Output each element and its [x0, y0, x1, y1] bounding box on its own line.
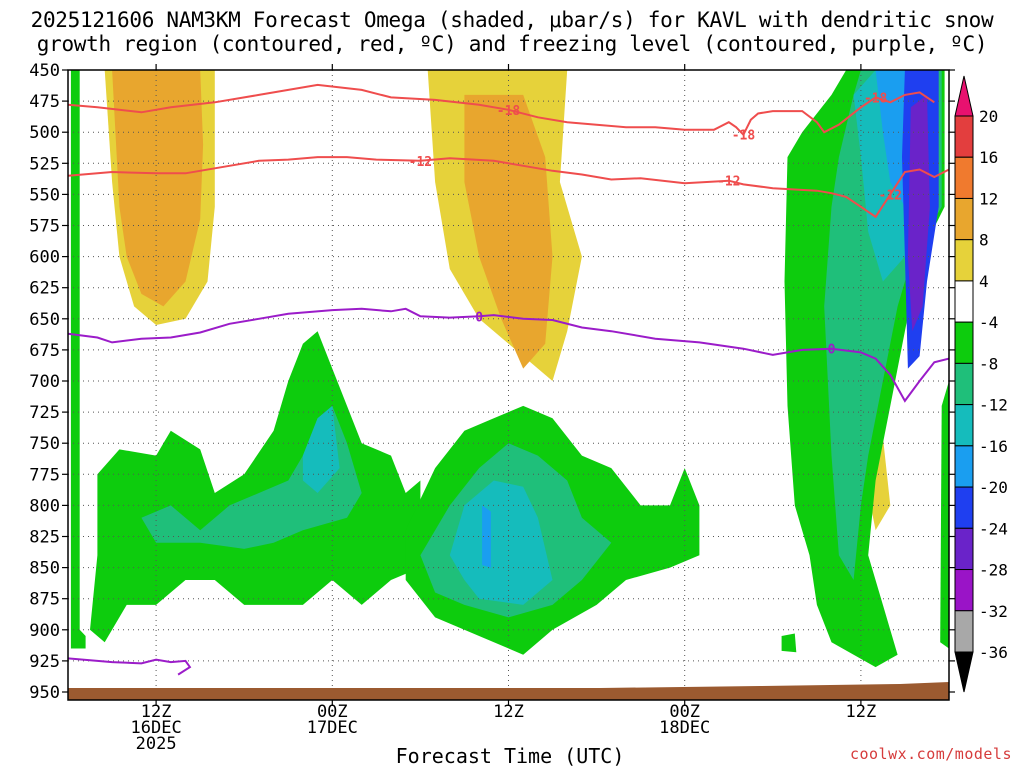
y-tick-label: 700	[29, 372, 60, 392]
colorbar-segment	[954, 156, 974, 199]
colorbar-label: -8	[979, 354, 998, 373]
freezing-level-contour	[68, 307, 949, 403]
y-tick-label: 550	[29, 185, 60, 205]
omega-region	[90, 331, 421, 643]
y-tick-label: 800	[29, 496, 60, 516]
omega-region	[449, 480, 553, 605]
dendritic-contour	[68, 83, 935, 137]
colorbar-label: -12	[979, 396, 1008, 415]
colorbar-segment	[954, 197, 974, 241]
colorbar-label: 4	[979, 272, 989, 291]
x-tick-label: 12Z	[493, 702, 524, 722]
dendritic-contour-label: -12	[409, 155, 432, 170]
colorbar-label: 16	[979, 148, 998, 167]
y-tick-label: 750	[29, 434, 60, 454]
y-tick-label: 950	[29, 683, 60, 703]
x-tick-label: 12Z	[140, 702, 172, 722]
colorbar-label: -20	[979, 478, 1008, 497]
y-tick-label: 900	[29, 621, 60, 641]
omega-region	[940, 381, 949, 649]
x-axis-title: Forecast Time (UTC)	[395, 744, 625, 768]
freezing-level-contour-label: 0	[828, 343, 836, 358]
site-credit: coolwx.com/models	[849, 745, 1012, 763]
colorbar-segment	[954, 321, 974, 364]
omega-region	[85, 76, 120, 369]
dendritic-contour-label: -12	[879, 188, 902, 203]
x-tick-label: 17DEC	[306, 718, 358, 738]
x-tick-label: 00Z	[316, 702, 348, 722]
colorbar-segment	[954, 610, 974, 653]
x-tick-label: 18DEC	[659, 718, 711, 738]
dendritic-contour-label: -12	[717, 175, 740, 190]
colorbar-label: -24	[979, 519, 1008, 538]
colorbar-segment	[954, 115, 974, 158]
y-tick-label: 625	[29, 279, 60, 299]
omega-region	[70, 70, 86, 649]
y-tick-label: 650	[29, 310, 60, 330]
y-tick-label: 675	[29, 341, 60, 361]
y-tick-label: 600	[29, 248, 60, 268]
omega-region	[112, 70, 204, 307]
terrain-strip	[68, 682, 949, 700]
colorbar-label: -28	[979, 561, 1008, 580]
omega-region	[302, 405, 340, 493]
colorbar-label: -4	[979, 313, 998, 332]
colorbar-segment	[954, 445, 974, 488]
y-tick-label: 825	[29, 528, 60, 548]
omega-region	[141, 405, 362, 549]
y-tick-label: 775	[29, 465, 60, 485]
colorbar-segment	[954, 404, 974, 447]
x-tick-label: 12Z	[845, 702, 877, 722]
y-tick-label: 725	[29, 403, 60, 423]
omega-region	[229, 70, 303, 201]
colorbar-segment	[954, 569, 974, 612]
y-tick-label: 925	[29, 652, 60, 672]
freezing-level-contour	[68, 657, 192, 676]
freezing-level-contour-label: 0	[475, 310, 483, 325]
omega-region	[464, 94, 553, 369]
x-tick-label: 16DEC	[130, 718, 182, 738]
x-tick-label: 2025	[135, 734, 177, 754]
y-tick-label: 850	[29, 559, 60, 579]
y-tick-label: 450	[29, 61, 60, 81]
omega-region	[126, 652, 190, 671]
omega-region	[907, 94, 930, 332]
dendritic-contour-label: -18	[732, 129, 756, 144]
dendritic-contour-label: -18	[497, 104, 521, 119]
y-tick-label: 525	[29, 154, 60, 174]
chart-title-line-2: growth region (contoured, red, ºC) and f…	[36, 32, 988, 56]
y-tick-label: 500	[29, 123, 60, 143]
colorbar-segment	[954, 239, 974, 282]
colorbar-segment	[954, 280, 974, 323]
colorbar-label: 12	[979, 189, 998, 208]
colorbar-bottom-arrow	[954, 651, 974, 693]
colorbar-segment	[954, 362, 974, 406]
y-tick-label: 575	[29, 217, 60, 237]
dendritic-contour-label: -18	[864, 91, 888, 106]
dendritic-contour	[68, 156, 949, 219]
colorbar-label: -32	[979, 602, 1008, 621]
omega-region	[482, 505, 491, 568]
y-tick-label: 475	[29, 92, 60, 112]
colorbar-label: 20	[979, 107, 998, 126]
omega-region	[611, 70, 634, 102]
colorbar-label: -36	[979, 643, 1008, 662]
colorbar-segment	[954, 527, 974, 571]
omega-region	[781, 633, 797, 653]
colorbar-top-arrow	[954, 75, 974, 117]
y-tick-label: 875	[29, 590, 60, 610]
colorbar-segment	[954, 486, 974, 529]
colorbar-label: -16	[979, 437, 1008, 456]
chart-title-line-1: 2025121606 NAM3KM Forecast Omega (shaded…	[30, 8, 994, 32]
x-tick-label: 00Z	[669, 702, 701, 722]
colorbar-label: 8	[979, 231, 989, 250]
